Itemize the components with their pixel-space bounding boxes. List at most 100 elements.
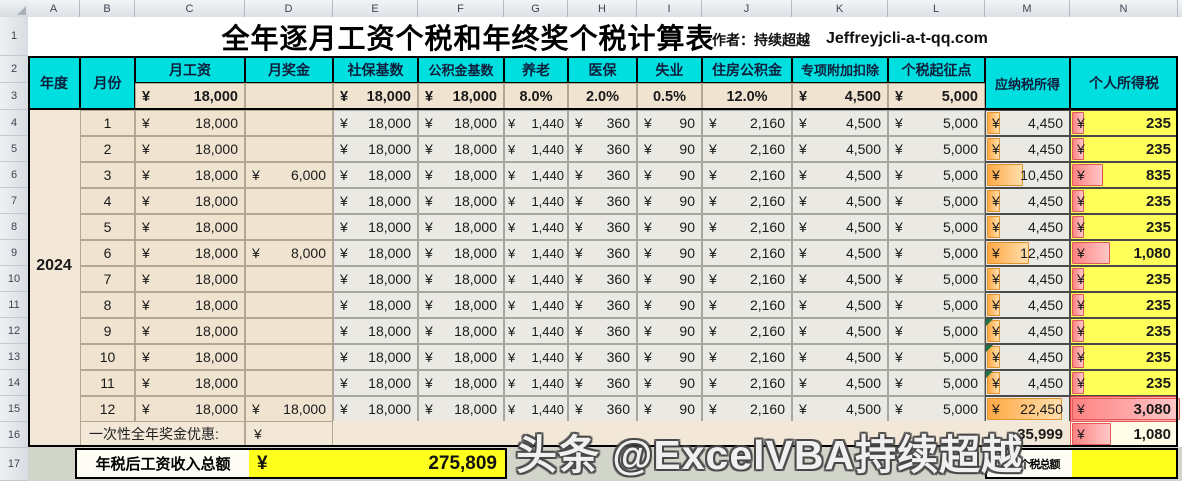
cell-month[interactable]: 9 <box>80 318 135 344</box>
header-salary[interactable]: 月工资 <box>135 56 245 83</box>
param-housing-rate[interactable]: 12.0% <box>702 83 792 110</box>
row-header-1[interactable]: 1 <box>0 17 28 56</box>
cell-medical[interactable]: ¥360 <box>568 344 637 370</box>
cell-taxable-income[interactable]: ¥4,450 <box>985 188 1070 214</box>
cell-salary[interactable]: ¥18,000 <box>135 396 245 422</box>
cell-salary[interactable]: ¥18,000 <box>135 136 245 162</box>
cell-salary[interactable]: ¥18,000 <box>135 344 245 370</box>
cell-medical[interactable]: ¥360 <box>568 162 637 188</box>
cell-social-base[interactable]: ¥18,000 <box>333 110 418 136</box>
cell-bonus[interactable] <box>245 292 333 318</box>
cell-social-base[interactable]: ¥18,000 <box>333 136 418 162</box>
cell-social-base[interactable]: ¥18,000 <box>333 162 418 188</box>
cell-threshold[interactable]: ¥5,000 <box>888 110 985 136</box>
cell-pension[interactable]: ¥1,440 <box>504 318 568 344</box>
cell-taxable-income[interactable]: ¥4,450 <box>985 110 1070 136</box>
row-header-3[interactable]: 3 <box>0 83 28 110</box>
bonus-taxable-amount[interactable]: 35,999 <box>1017 425 1063 443</box>
cell-special-deduction[interactable]: ¥4,500 <box>792 370 888 396</box>
cell-fund-base[interactable]: ¥18,000 <box>418 214 504 240</box>
cell-fund-base[interactable]: ¥18,000 <box>418 396 504 422</box>
cell-personal-tax[interactable]: ¥235 <box>1070 110 1178 136</box>
param-bonus-empty[interactable] <box>245 83 333 110</box>
cell-medical[interactable]: ¥360 <box>568 292 637 318</box>
column-header-K[interactable]: K <box>792 0 888 17</box>
cell-pension[interactable]: ¥1,440 <box>504 396 568 422</box>
param-special-deduction[interactable]: ¥ 4,500 <box>792 83 888 110</box>
header-taxable-income[interactable]: 应纳税所得 <box>985 56 1070 110</box>
cell-medical[interactable]: ¥360 <box>568 318 637 344</box>
cell-pension[interactable]: ¥1,440 <box>504 214 568 240</box>
cell-fund-base[interactable]: ¥18,000 <box>418 266 504 292</box>
cell-salary[interactable]: ¥18,000 <box>135 110 245 136</box>
cell-taxable-income[interactable]: ¥4,450 <box>985 292 1070 318</box>
cell-medical[interactable]: ¥360 <box>568 396 637 422</box>
cell-bonus[interactable]: ¥6,000 <box>245 162 333 188</box>
cell-threshold[interactable]: ¥5,000 <box>888 318 985 344</box>
row-header-11[interactable]: 11 <box>0 292 28 318</box>
title-row[interactable]: 全年逐月工资个税和年终奖个税计算表 作者：持续超越 Jeffreyjcli-a-… <box>28 17 1182 56</box>
cell-fund-base[interactable]: ¥18,000 <box>418 370 504 396</box>
cell-threshold[interactable]: ¥5,000 <box>888 266 985 292</box>
cell-threshold[interactable]: ¥5,000 <box>888 136 985 162</box>
cell-taxable-income[interactable]: ¥4,450 <box>985 318 1070 344</box>
row-header-16[interactable]: 16 <box>0 422 28 448</box>
header-personal-tax[interactable]: 个人所得税 <box>1070 56 1178 110</box>
header-pension[interactable]: 养老 <box>504 56 568 83</box>
column-header-I[interactable]: I <box>637 0 702 17</box>
cell-social-base[interactable]: ¥18,000 <box>333 318 418 344</box>
cell-unemployment[interactable]: ¥90 <box>637 370 702 396</box>
param-social-base[interactable]: ¥ 18,000 <box>333 83 418 110</box>
cell-special-deduction[interactable]: ¥4,500 <box>792 292 888 318</box>
cell-special-deduction[interactable]: ¥4,500 <box>792 162 888 188</box>
cell-threshold[interactable]: ¥5,000 <box>888 214 985 240</box>
header-unemployment[interactable]: 失业 <box>637 56 702 83</box>
cell-personal-tax[interactable]: ¥1,080 <box>1070 240 1178 266</box>
cell-pension[interactable]: ¥1,440 <box>504 188 568 214</box>
cell-special-deduction[interactable]: ¥4,500 <box>792 396 888 422</box>
cell-personal-tax[interactable]: ¥235 <box>1070 136 1178 162</box>
cell-pension[interactable]: ¥1,440 <box>504 136 568 162</box>
cell-special-deduction[interactable]: ¥4,500 <box>792 266 888 292</box>
cell-pension[interactable]: ¥1,440 <box>504 292 568 318</box>
cell-medical[interactable]: ¥360 <box>568 370 637 396</box>
cell-medical[interactable]: ¥360 <box>568 110 637 136</box>
cell-salary[interactable]: ¥18,000 <box>135 214 245 240</box>
cell-personal-tax[interactable]: ¥235 <box>1070 370 1178 396</box>
cell-housing-fund[interactable]: ¥2,160 <box>702 396 792 422</box>
header-year[interactable]: 年度 <box>28 56 80 110</box>
cell-fund-base[interactable]: ¥18,000 <box>418 188 504 214</box>
cell-special-deduction[interactable]: ¥4,500 <box>792 110 888 136</box>
cell-housing-fund[interactable]: ¥2,160 <box>702 162 792 188</box>
cell-housing-fund[interactable]: ¥2,160 <box>702 266 792 292</box>
header-medical[interactable]: 医保 <box>568 56 637 83</box>
cell-bonus[interactable]: ¥8,000 <box>245 240 333 266</box>
cell-housing-fund[interactable]: ¥2,160 <box>702 370 792 396</box>
cell-bonus[interactable] <box>245 188 333 214</box>
param-pension-rate[interactable]: 8.0% <box>504 83 568 110</box>
cell-unemployment[interactable]: ¥90 <box>637 266 702 292</box>
cell-medical[interactable]: ¥360 <box>568 266 637 292</box>
cell-taxable-income[interactable]: ¥4,450 <box>985 266 1070 292</box>
cell-month[interactable]: 1 <box>80 110 135 136</box>
cell-pension[interactable]: ¥1,440 <box>504 344 568 370</box>
cell-taxable-income[interactable]: ¥12,450 <box>985 240 1070 266</box>
cell-salary[interactable]: ¥18,000 <box>135 162 245 188</box>
param-tax-threshold[interactable]: ¥ 5,000 <box>888 83 985 110</box>
cell-bonus[interactable] <box>245 266 333 292</box>
column-header-B[interactable]: B <box>80 0 135 17</box>
cell-social-base[interactable]: ¥18,000 <box>333 396 418 422</box>
cell-medical[interactable]: ¥360 <box>568 214 637 240</box>
cell-housing-fund[interactable]: ¥2,160 <box>702 188 792 214</box>
cell-bonus[interactable] <box>245 318 333 344</box>
cell-salary[interactable]: ¥18,000 <box>135 292 245 318</box>
cell-personal-tax[interactable]: ¥835 <box>1070 162 1178 188</box>
param-unemployment-rate[interactable]: 0.5% <box>637 83 702 110</box>
bonus-preferential-yen[interactable]: ¥ <box>245 421 333 447</box>
column-header-H[interactable]: H <box>568 0 637 17</box>
cell-medical[interactable]: ¥360 <box>568 240 637 266</box>
header-housing-fund[interactable]: 住房公积金 <box>702 56 792 83</box>
cell-threshold[interactable]: ¥5,000 <box>888 396 985 422</box>
header-bonus[interactable]: 月奖金 <box>245 56 333 83</box>
row-header-2[interactable]: 2 <box>0 56 28 83</box>
